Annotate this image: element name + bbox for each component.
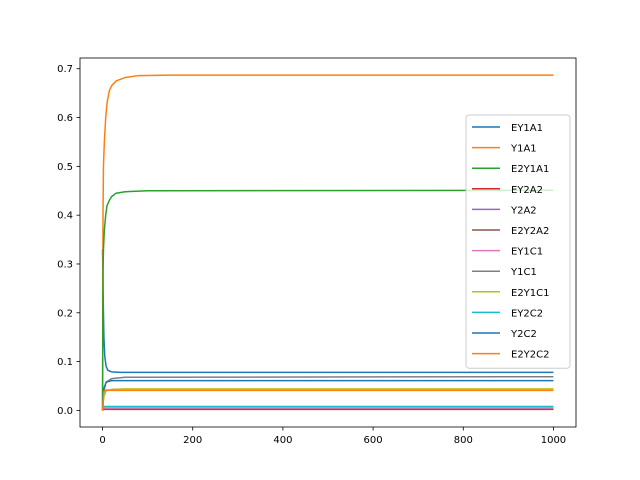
y-axis: 0.0 0.1 0.2 0.3 0.4 0.5 0.6 0.7 bbox=[57, 64, 80, 417]
y-tick-label: 0.0 bbox=[57, 406, 73, 417]
legend-label: Y1C1 bbox=[510, 267, 537, 278]
legend-label: Y2C2 bbox=[510, 329, 537, 340]
legend-label: E2Y2C2 bbox=[511, 350, 550, 361]
legend-label: EY2A2 bbox=[511, 185, 543, 196]
x-tick-label: 400 bbox=[273, 435, 292, 446]
x-tick-label: 0 bbox=[99, 435, 105, 446]
x-tick-label: 600 bbox=[364, 435, 383, 446]
series-line-e2y1a1 bbox=[101, 189, 554, 411]
x-tick-label: 800 bbox=[454, 435, 473, 446]
legend-label: E2Y2A2 bbox=[511, 226, 549, 237]
y-tick-label: 0.2 bbox=[57, 308, 73, 319]
legend-label: Y2A2 bbox=[510, 205, 537, 216]
series-line-e2y2c2 bbox=[101, 389, 554, 411]
legend: EY1A1 Y1A1 E2Y1A1 EY2A2 Y2A2 E2Y2A2 EY1C1 Y1C1 E… bbox=[465, 114, 571, 369]
x-tick-label: 200 bbox=[183, 435, 202, 446]
legend-label: Y1A1 bbox=[510, 144, 537, 155]
y-tick-label: 0.6 bbox=[57, 113, 73, 124]
legend-label: E2Y1C1 bbox=[511, 288, 550, 299]
y-tick-label: 0.7 bbox=[57, 64, 73, 75]
y-tick-label: 0.1 bbox=[57, 357, 73, 368]
y-tick-label: 0.4 bbox=[57, 211, 73, 222]
series-layer bbox=[101, 74, 554, 411]
axes-frame bbox=[79, 57, 577, 428]
legend-label: EY1C1 bbox=[511, 247, 543, 258]
x-axis: 0 200 400 600 800 1000 bbox=[99, 427, 566, 446]
legend-label: EY2C2 bbox=[511, 308, 543, 319]
series-line-y1a1 bbox=[101, 74, 554, 411]
legend-box bbox=[465, 114, 571, 369]
y-tick-label: 0.5 bbox=[57, 162, 73, 173]
y-tick-label: 0.3 bbox=[57, 259, 73, 270]
x-tick-label: 1000 bbox=[541, 435, 566, 446]
legend-label: EY1A1 bbox=[511, 123, 543, 134]
legend-label: E2Y1A1 bbox=[511, 164, 549, 175]
